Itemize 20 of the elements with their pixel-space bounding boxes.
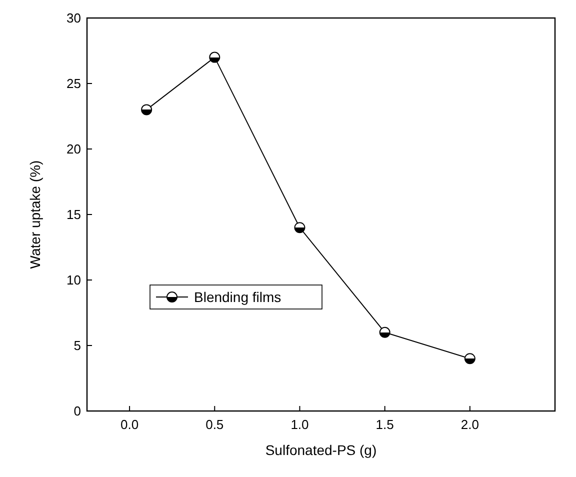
- y-tick-label: 5: [74, 338, 81, 353]
- point: [209, 52, 220, 63]
- x-tick-label: 0.0: [120, 417, 139, 432]
- point: [141, 104, 152, 116]
- point: [294, 222, 306, 234]
- y-tick-label: 30: [66, 10, 81, 26]
- y-axis-title: Water uptake (%): [27, 160, 43, 269]
- x-tick-label: 1.0: [290, 417, 309, 432]
- y-tick-label: 10: [66, 272, 81, 288]
- point: [464, 353, 476, 364]
- y-tick-label: 25: [66, 76, 81, 91]
- y-tick-label: 20: [66, 142, 81, 156]
- x-axis-title: Sulfonated-PS (g): [265, 442, 377, 458]
- x-tick-label: 0.5: [206, 417, 224, 432]
- point: [379, 326, 390, 338]
- x-tick-label: 1.5: [376, 417, 394, 432]
- legend-label: Blending films: [194, 289, 282, 305]
- y-tick-label: 15: [66, 207, 81, 222]
- y-tick-label: 0: [74, 404, 81, 418]
- x-tick-label: 2.0: [460, 417, 479, 432]
